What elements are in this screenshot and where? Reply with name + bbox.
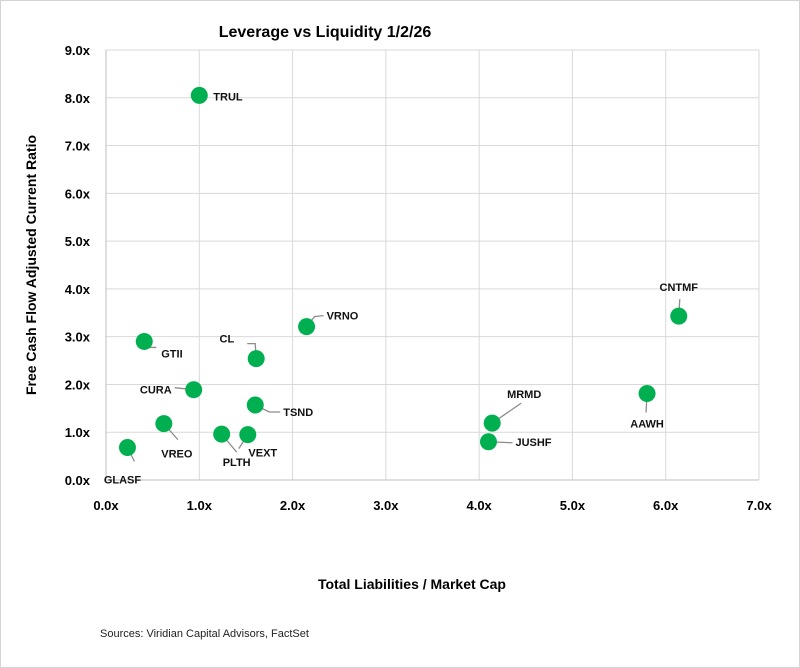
- x-tick-label: 2.0x: [280, 498, 306, 513]
- x-tick-label: 5.0x: [560, 498, 586, 513]
- data-point-mrmd: [483, 414, 501, 432]
- x-tick-label: 4.0x: [466, 498, 492, 513]
- y-tick-label: 7.0x: [65, 139, 91, 154]
- x-tick-label: 7.0x: [746, 498, 772, 513]
- data-point-cl: [247, 350, 265, 368]
- x-tick-label: 0.0x: [93, 498, 119, 513]
- point-labels: TRUL VRNO CNTMF GTII CL CURA AAWH TSND MRMD VREO P…: [104, 91, 698, 486]
- data-point-vreo: [155, 415, 173, 433]
- data-point-tsnd: [246, 396, 264, 414]
- point-label-vreo: VREO: [161, 449, 193, 461]
- point-label-vext: VEXT: [248, 448, 277, 460]
- y-tick-label: 1.0x: [65, 425, 91, 440]
- point-label-gtii: GTII: [161, 348, 182, 360]
- x-tick-label: 3.0x: [373, 498, 399, 513]
- y-tick-label: 9.0x: [65, 43, 91, 58]
- x-axis-label: Total Liabilities / Market Cap: [317, 576, 506, 592]
- data-point-gtii: [135, 332, 153, 350]
- point-label-jushf: JUSHF: [515, 437, 551, 449]
- data-point-cntmf: [670, 307, 688, 325]
- point-label-trul: TRUL: [213, 91, 243, 103]
- grid: [105, 49, 760, 481]
- data-point-vext: [239, 426, 257, 444]
- point-label-cura: CURA: [140, 385, 172, 397]
- data-point-glasf: [118, 439, 136, 457]
- point-label-cl: CL: [220, 334, 235, 346]
- data-point-trul: [190, 86, 208, 104]
- data-points: [118, 86, 688, 457]
- point-label-tsnd: TSND: [283, 407, 313, 419]
- y-tick-label: 4.0x: [65, 282, 91, 297]
- y-tick-label: 5.0x: [65, 234, 91, 249]
- data-point-cura: [185, 381, 203, 399]
- point-label-glasf: GLASF: [104, 475, 142, 487]
- y-tick-label: 2.0x: [65, 377, 91, 392]
- data-point-jushf: [479, 433, 497, 451]
- chart-title: Leverage vs Liquidity 1/2/26: [218, 24, 432, 41]
- point-label-plth: PLTH: [223, 457, 251, 469]
- point-label-vrno: VRNO: [327, 311, 359, 323]
- y-tick-label: 6.0x: [65, 186, 91, 201]
- x-tick-label: 1.0x: [187, 498, 213, 513]
- x-tick-labels: 0.0x 1.0x 2.0x 3.0x 4.0x 5.0x 6.0x 7.0x: [93, 498, 772, 513]
- point-label-mrmd: MRMD: [507, 389, 541, 401]
- y-tick-label: 8.0x: [65, 91, 91, 106]
- leader-lines: [126, 299, 681, 462]
- y-tick-labels: 0.0x 1.0x 2.0x 3.0x 4.0x 5.0x 6.0x 7.0x 8.0x 9.0x: [65, 43, 91, 488]
- point-label-aawh: AAWH: [630, 419, 664, 431]
- sources-note: Sources: Viridian Capital Advisors, Fact…: [100, 628, 309, 640]
- point-label-cntmf: CNTMF: [660, 282, 699, 294]
- y-tick-label: 0.0x: [65, 473, 91, 488]
- data-point-aawh: [638, 385, 656, 403]
- data-point-vrno: [298, 318, 316, 336]
- data-point-plth: [213, 425, 231, 443]
- y-tick-label: 3.0x: [65, 330, 91, 345]
- x-tick-label: 6.0x: [653, 498, 679, 513]
